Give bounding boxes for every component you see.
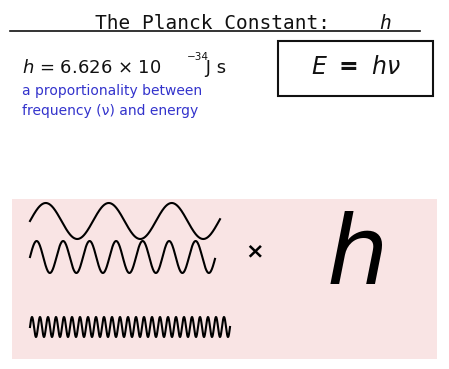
- Text: frequency (ν) and energy: frequency (ν) and energy: [22, 104, 198, 118]
- Text: $\mathbf{\it{h}}$ = 6.626 × 10: $\mathbf{\it{h}}$ = 6.626 × 10: [22, 59, 162, 77]
- Bar: [12, 199, 437, 359]
- Text: a proportionality between: a proportionality between: [22, 84, 202, 98]
- Text: ×: ×: [246, 241, 264, 261]
- Text: J s: J s: [200, 59, 226, 77]
- Bar: [278, 41, 433, 96]
- Text: h: h: [379, 14, 391, 33]
- Text: $\mathbf{\it{E}}$ $\mathbf{=}$ $\mathbf{\it{h}\nu}$: $\mathbf{\it{E}}$ $\mathbf{=}$ $\mathbf{…: [311, 55, 401, 79]
- Text: The Planck Constant:: The Planck Constant:: [95, 14, 353, 33]
- Text: $\mathit{h}$: $\mathit{h}$: [326, 210, 383, 303]
- Text: −34: −34: [187, 52, 209, 62]
